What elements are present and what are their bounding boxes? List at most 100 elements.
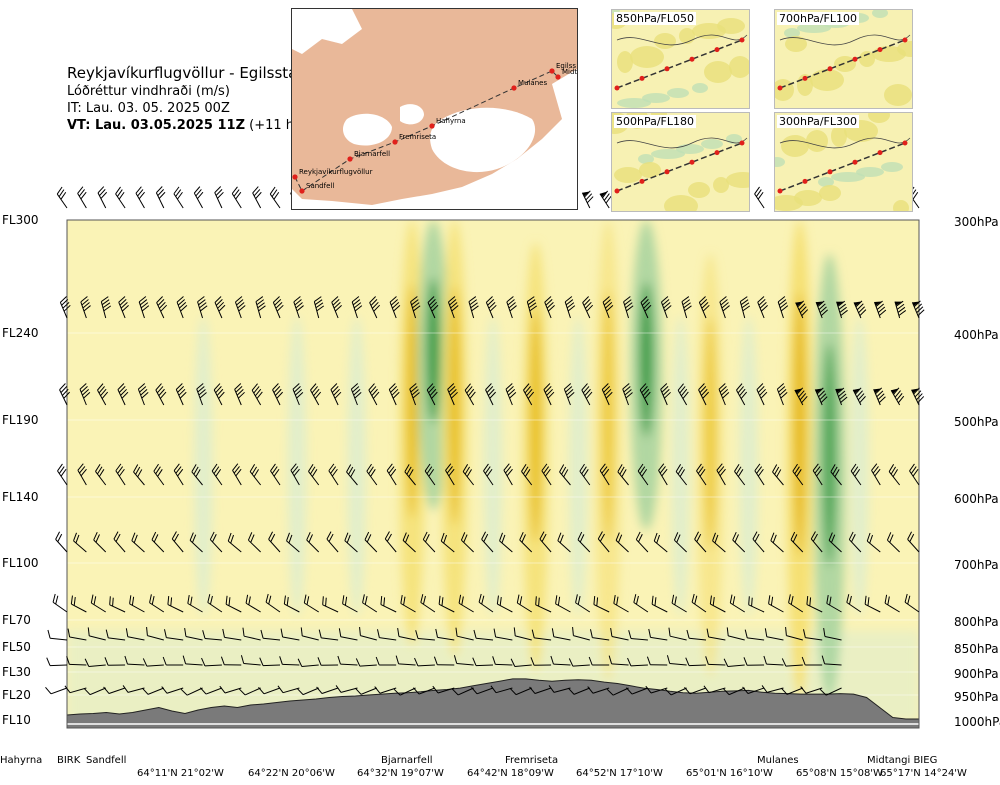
wind-barb (681, 296, 692, 319)
wind-barb (409, 383, 420, 406)
wind-barb (853, 300, 867, 319)
wind-barb (509, 687, 532, 696)
thumbnail-field (856, 167, 884, 177)
wind-barb (485, 296, 497, 319)
wind-barb (386, 463, 397, 486)
thumbnail-station (852, 56, 858, 62)
wind-barb (193, 186, 204, 209)
wind-barb (234, 296, 246, 319)
wind-barb (219, 685, 242, 694)
wind-barb (317, 657, 339, 666)
thumbnail-field (819, 185, 841, 201)
wind-barb (544, 296, 555, 319)
wind-barb (764, 628, 784, 641)
wind-barb (756, 383, 768, 406)
weak-downdraft-band (671, 316, 690, 617)
wind-barb (95, 463, 107, 486)
wind-barb (852, 387, 866, 406)
wind-barb (493, 628, 513, 641)
wind-barb (415, 630, 435, 641)
wind-barb (602, 296, 614, 319)
updraft-column (697, 253, 724, 677)
wind-barb (56, 186, 68, 209)
wind-barb (613, 594, 629, 613)
wind-barb (792, 463, 804, 486)
wind-barb (627, 657, 648, 667)
terrain-profile (67, 678, 919, 728)
wind-barb (468, 296, 479, 319)
wind-barb (286, 532, 300, 553)
thumbnail-850hpa[interactable]: 850hPa/FL050 (611, 9, 750, 109)
wind-barb (335, 685, 358, 693)
wind-barb (848, 531, 862, 553)
map-station-label: Hahyrna (436, 117, 466, 125)
wind-barb (350, 383, 362, 406)
y-left-tick-label: FL140 (2, 490, 39, 504)
wind-barb (819, 687, 842, 696)
wind-barb (141, 687, 165, 695)
wind-barb (694, 531, 707, 553)
header: Reykjavíkurflugvöllur - Egilsstadir Lóðr… (67, 64, 317, 134)
thumbnail-field (713, 177, 729, 193)
wind-barb (668, 627, 687, 641)
wind-barb (846, 594, 862, 613)
wind-barb (716, 463, 726, 486)
wind-barb (706, 628, 726, 641)
thumbnail-field (639, 162, 661, 178)
wind-barb (698, 296, 710, 319)
thumbnail-station (714, 47, 720, 53)
location-coord: 64°32'N 19°07'W (357, 768, 444, 779)
wind-barb (414, 657, 435, 667)
wind-barb (726, 627, 745, 641)
wind-barb (93, 531, 107, 553)
wind-barb (821, 655, 842, 666)
wind-barb (481, 531, 494, 553)
wind-barb (90, 594, 106, 613)
thumbnail-field (775, 157, 785, 167)
location-name: BIRK (57, 755, 81, 766)
wind-barb (894, 300, 907, 319)
wind-barb (587, 686, 610, 694)
location-name: Sandfell (86, 755, 126, 766)
location-name: Hahyrna (0, 755, 42, 766)
wind-barb (268, 531, 281, 553)
wind-barb (420, 594, 436, 613)
thumbnail-500hpa[interactable]: 500hPa/FL180 (611, 112, 750, 212)
thumbnail-700hpa[interactable]: 700hPa/FL100 (774, 9, 913, 109)
thumbnail-field (831, 172, 865, 182)
wind-barb (364, 531, 378, 553)
y-left-tick-label: FL300 (2, 213, 39, 227)
thumbnail-station (664, 66, 670, 72)
wind-barb (79, 383, 91, 406)
thumbnail-300hpa[interactable]: 300hPa/FL300 (774, 112, 913, 212)
wind-barb (351, 296, 363, 319)
wind-barb (904, 593, 920, 613)
downdraft-column (630, 220, 663, 530)
wind-barb (564, 296, 576, 319)
thumbnail-field (676, 144, 704, 154)
wind-barb (510, 658, 532, 667)
wind-barb (691, 593, 707, 613)
wind-barb (214, 296, 226, 319)
map-station-label: Midtangi (562, 68, 577, 76)
wind-barb (555, 595, 571, 613)
wind-barb (529, 686, 552, 695)
wind-barb (722, 687, 745, 696)
wind-barb (293, 296, 304, 319)
location-name: Mulanes (757, 755, 799, 766)
wind-barb (296, 687, 319, 696)
wind-barb (471, 686, 494, 695)
wind-barb (175, 383, 187, 406)
wind-barb (308, 463, 320, 486)
wind-barb (557, 532, 571, 553)
y-left-tick-label: FL50 (2, 640, 31, 654)
thumbnail-route (616, 39, 743, 89)
wind-barb (227, 532, 242, 553)
map-station-label: Egilss (556, 62, 576, 70)
wind-barb (873, 387, 886, 406)
wind-barb (742, 686, 765, 695)
wind-barb (505, 383, 517, 406)
thumbnail-field (831, 125, 847, 147)
wind-barb (801, 656, 823, 666)
wind-barb (318, 629, 339, 641)
